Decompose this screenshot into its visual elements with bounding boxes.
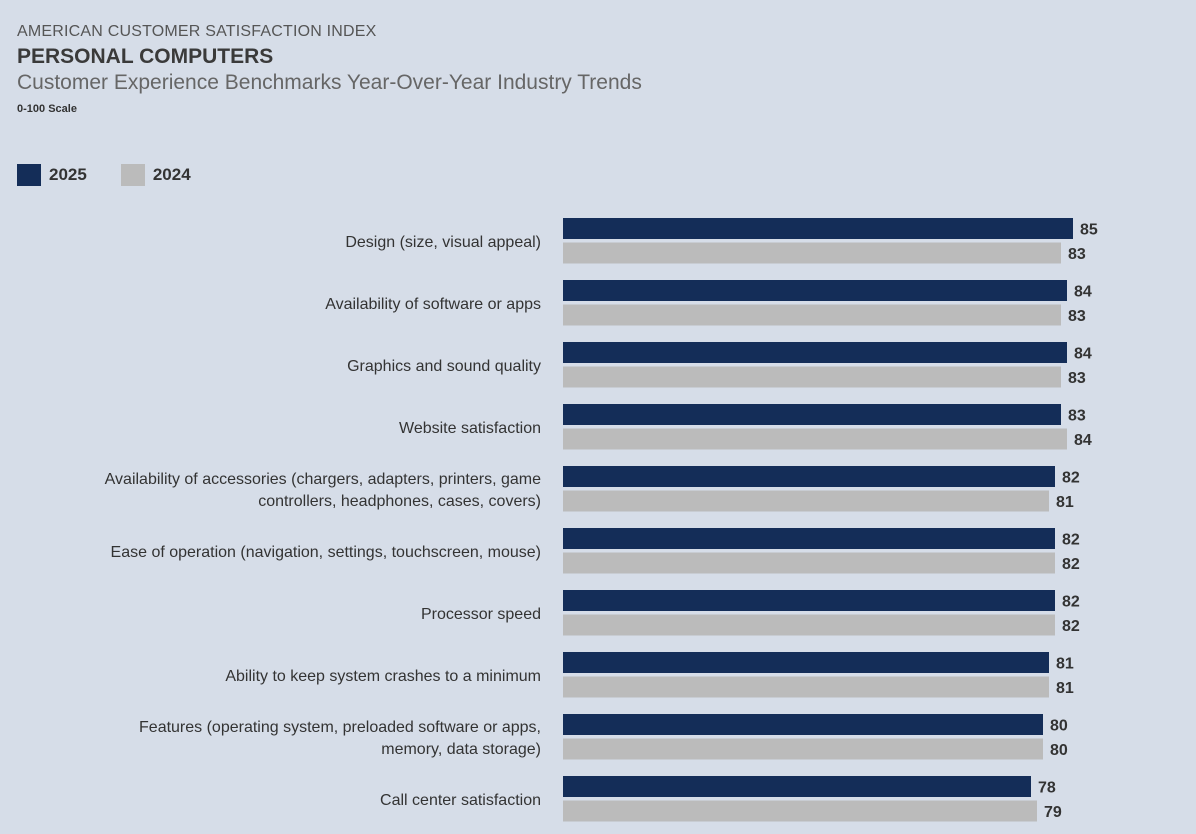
bar-2024 <box>563 738 1043 760</box>
legend-item-2025: 2025 <box>17 164 87 186</box>
legend-label-2024: 2024 <box>152 165 191 184</box>
bar-2025 <box>563 404 1061 425</box>
value-label-2024: 82 <box>1062 618 1080 635</box>
value-label-2025: 84 <box>1074 346 1092 363</box>
category-label: Processor speed <box>421 606 541 623</box>
value-label-2024: 82 <box>1062 556 1080 573</box>
value-label-2024: 81 <box>1056 494 1074 511</box>
chart-legend: 2025 2024 <box>17 164 225 186</box>
category-label: Availability of software or apps <box>325 296 541 313</box>
scale-note: 0-100 Scale <box>17 103 77 115</box>
bar-2025 <box>563 776 1031 797</box>
value-label-2024: 83 <box>1068 246 1086 263</box>
bar-2025 <box>563 528 1055 549</box>
value-label-2025: 81 <box>1056 656 1074 673</box>
category-label-line: Features (operating system, preloaded so… <box>139 719 541 736</box>
chart-supertitle: AMERICAN CUSTOMER SATISFACTION INDEX <box>17 23 377 40</box>
bar-2024 <box>563 490 1049 512</box>
category-label-line: Availability of software or apps <box>325 296 541 313</box>
value-label-2024: 80 <box>1050 742 1068 759</box>
legend-swatch-2025 <box>17 164 41 186</box>
bar-2025 <box>563 280 1067 301</box>
category-label-line: memory, data storage) <box>381 741 541 758</box>
value-label-2025: 78 <box>1038 780 1056 797</box>
bar-2024 <box>563 304 1061 326</box>
category-label-line: Website satisfaction <box>399 420 541 437</box>
bar-2024 <box>563 366 1061 388</box>
value-label-2024: 81 <box>1056 680 1074 697</box>
category-label-line: Ease of operation (navigation, settings,… <box>111 544 541 561</box>
category-label-line: Availability of accessories (chargers, a… <box>105 471 541 488</box>
bar-2025 <box>563 218 1073 239</box>
category-label-line: Processor speed <box>421 606 541 623</box>
category-label: Features (operating system, preloaded so… <box>139 719 541 758</box>
value-label-2025: 80 <box>1050 718 1068 735</box>
category-label-line: Ability to keep system crashes to a mini… <box>225 668 541 685</box>
chart-title: PERSONAL COMPUTERS <box>17 45 274 68</box>
category-label-line: Design (size, visual appeal) <box>345 234 541 251</box>
category-label: Design (size, visual appeal) <box>345 234 541 251</box>
bar-2024 <box>563 614 1055 636</box>
bar-2024 <box>563 552 1055 574</box>
legend-label-2025: 2025 <box>49 165 87 184</box>
legend-swatch-2024 <box>120 164 145 186</box>
category-label: Call center satisfaction <box>380 792 541 809</box>
bar-2025 <box>563 652 1049 673</box>
category-label: Availability of accessories (chargers, a… <box>105 471 541 510</box>
value-label-2025: 84 <box>1074 284 1092 301</box>
category-label: Graphics and sound quality <box>347 358 541 375</box>
legend-item-2024: 2024 <box>120 164 191 186</box>
bar-2024 <box>563 800 1037 822</box>
category-label: Ease of operation (navigation, settings,… <box>111 544 541 561</box>
value-label-2025: 83 <box>1068 408 1086 425</box>
category-label: Ability to keep system crashes to a mini… <box>225 668 541 685</box>
value-label-2024: 84 <box>1074 432 1092 449</box>
category-label-line: Graphics and sound quality <box>347 358 541 375</box>
bar-2025 <box>563 590 1055 611</box>
bar-2024 <box>563 676 1049 698</box>
value-label-2025: 82 <box>1062 594 1080 611</box>
category-label-line: Call center satisfaction <box>380 792 541 809</box>
category-label: Website satisfaction <box>399 420 541 437</box>
chart-header: AMERICAN CUSTOMER SATISFACTION INDEX PER… <box>17 22 642 116</box>
value-label-2024: 83 <box>1068 370 1086 387</box>
value-label-2025: 82 <box>1062 470 1080 487</box>
bar-2025 <box>563 342 1067 363</box>
value-label-2025: 85 <box>1080 222 1098 239</box>
category-label-line: controllers, headphones, cases, covers) <box>258 493 541 510</box>
bar-2024 <box>563 242 1061 264</box>
bar-2025 <box>563 714 1043 735</box>
value-label-2024: 83 <box>1068 308 1086 325</box>
value-label-2024: 79 <box>1044 804 1062 821</box>
bar-2025 <box>563 466 1055 487</box>
bar-2024 <box>563 428 1067 450</box>
chart-subtitle: Customer Experience Benchmarks Year-Over… <box>17 71 642 94</box>
value-label-2025: 82 <box>1062 532 1080 549</box>
